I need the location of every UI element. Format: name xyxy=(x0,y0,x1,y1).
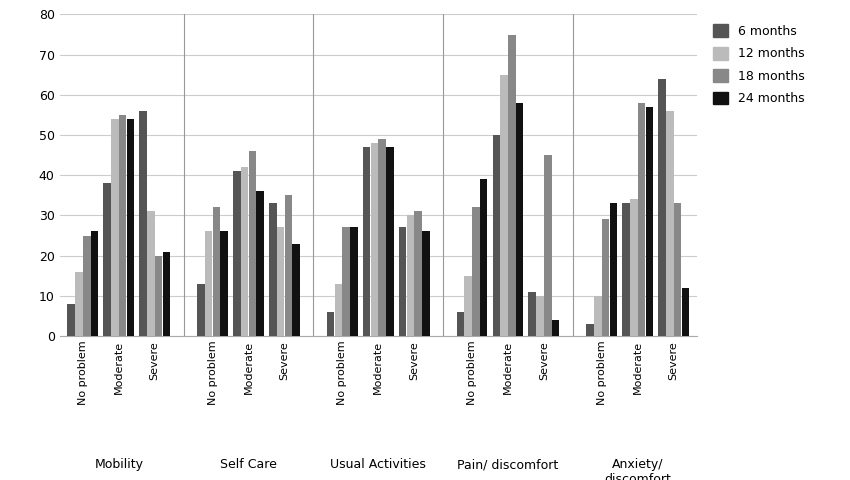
Text: Usual Activities: Usual Activities xyxy=(331,458,426,471)
Bar xyxy=(343,228,350,336)
Bar xyxy=(529,292,536,336)
Bar xyxy=(508,35,516,336)
Bar xyxy=(104,183,111,336)
Bar xyxy=(658,79,666,336)
Bar xyxy=(285,195,292,336)
Bar xyxy=(492,135,500,336)
Bar xyxy=(220,231,228,336)
Bar xyxy=(147,211,155,336)
Bar xyxy=(622,204,630,336)
Bar xyxy=(205,231,212,336)
Bar xyxy=(586,324,594,336)
Bar xyxy=(414,211,422,336)
Bar xyxy=(326,312,334,336)
Bar xyxy=(544,155,552,336)
Bar xyxy=(277,228,285,336)
Bar xyxy=(472,207,479,336)
Bar xyxy=(162,252,170,336)
Bar xyxy=(602,219,609,336)
Bar xyxy=(536,296,544,336)
Bar xyxy=(75,272,82,336)
Bar xyxy=(666,111,673,336)
Bar xyxy=(630,199,638,336)
Bar xyxy=(456,312,464,336)
Bar xyxy=(682,288,689,336)
Bar xyxy=(645,107,653,336)
Bar xyxy=(480,179,488,336)
Bar xyxy=(464,276,472,336)
Text: Self Care: Self Care xyxy=(220,458,277,471)
Bar xyxy=(155,255,162,336)
Bar xyxy=(67,304,75,336)
Bar xyxy=(257,192,264,336)
Bar xyxy=(292,243,300,336)
Bar xyxy=(516,103,524,336)
Bar xyxy=(638,103,645,336)
Bar xyxy=(212,207,220,336)
Bar xyxy=(83,236,90,336)
Bar xyxy=(119,115,127,336)
Bar xyxy=(233,171,241,336)
Text: Mobility: Mobility xyxy=(94,458,144,471)
Bar xyxy=(609,204,617,336)
Bar xyxy=(399,228,406,336)
Bar xyxy=(127,119,134,336)
Bar xyxy=(501,75,508,336)
Bar xyxy=(248,151,256,336)
Legend: 6 months, 12 months, 18 months, 24 months: 6 months, 12 months, 18 months, 24 month… xyxy=(710,21,809,109)
Bar xyxy=(371,143,378,336)
Bar xyxy=(552,320,559,336)
Bar xyxy=(594,296,602,336)
Bar xyxy=(111,119,119,336)
Bar xyxy=(674,204,682,336)
Text: Pain/ discomfort: Pain/ discomfort xyxy=(457,458,558,471)
Bar xyxy=(422,231,430,336)
Bar xyxy=(363,147,371,336)
Bar xyxy=(241,167,248,336)
Bar xyxy=(197,284,205,336)
Bar xyxy=(406,216,414,336)
Bar xyxy=(269,204,276,336)
Bar xyxy=(386,147,394,336)
Bar xyxy=(335,284,343,336)
Bar xyxy=(139,111,147,336)
Text: Anxiety/
discomfort: Anxiety/ discomfort xyxy=(604,458,672,480)
Bar xyxy=(350,228,358,336)
Bar xyxy=(91,231,99,336)
Bar xyxy=(378,139,386,336)
